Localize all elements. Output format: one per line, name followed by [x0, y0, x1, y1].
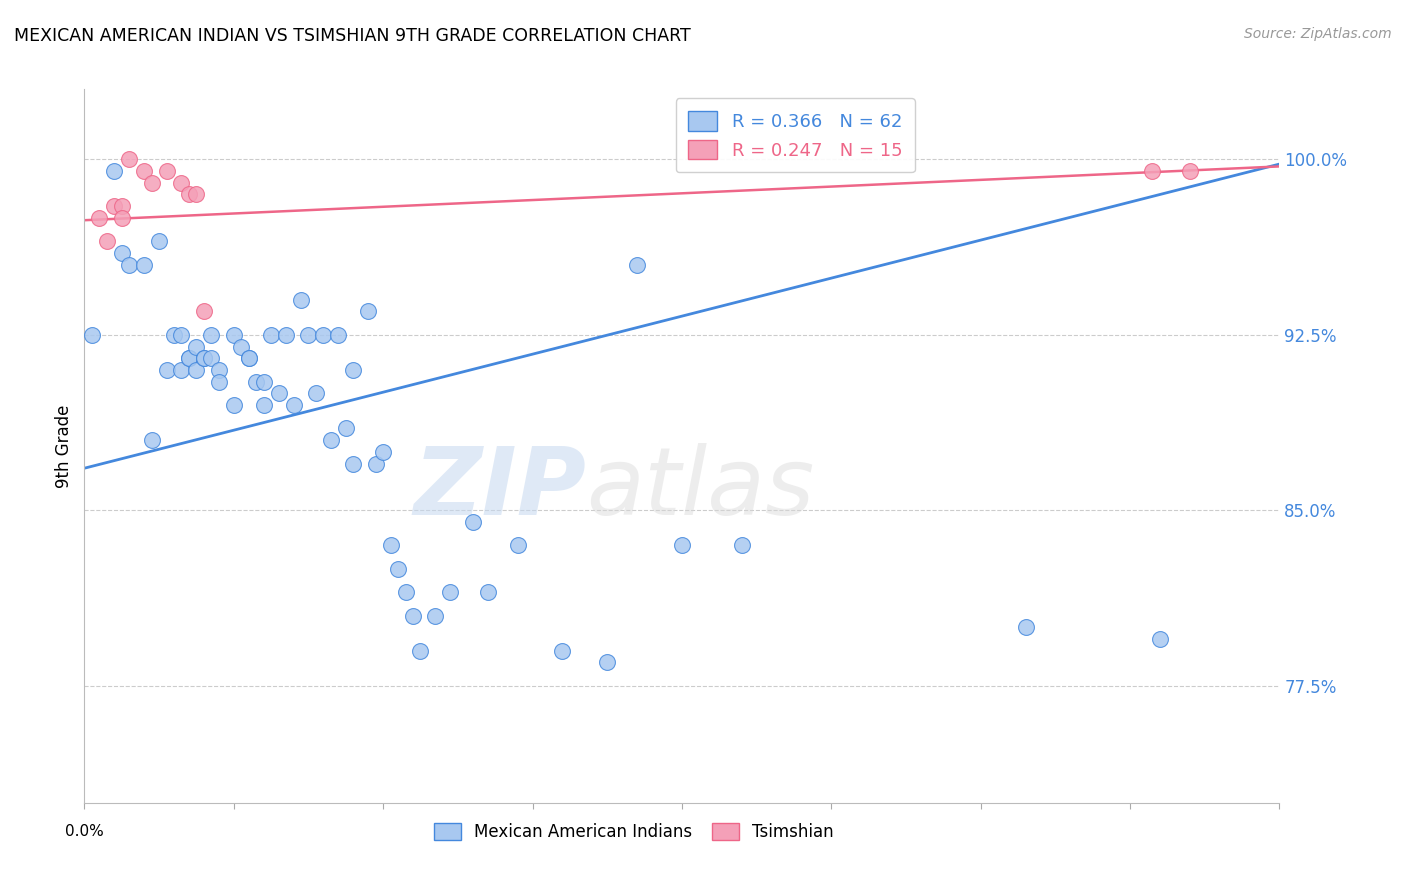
Point	[222, 398, 245, 412]
Point	[380, 538, 402, 552]
Point	[731, 538, 754, 552]
Point	[506, 538, 529, 552]
Legend: Mexican American Indians, Tsimshian: Mexican American Indians, Tsimshian	[427, 816, 841, 848]
Point	[163, 327, 186, 342]
Point	[439, 585, 461, 599]
Point	[111, 211, 134, 225]
Point	[260, 327, 283, 342]
Point	[283, 398, 305, 412]
Point	[373, 445, 395, 459]
Point	[148, 234, 170, 248]
Point	[245, 375, 267, 389]
Point	[141, 433, 163, 447]
Point	[290, 293, 312, 307]
Point	[208, 363, 231, 377]
Text: atlas: atlas	[586, 443, 814, 534]
Point	[170, 327, 193, 342]
Point	[1178, 164, 1201, 178]
Point	[297, 327, 319, 342]
Point	[170, 176, 193, 190]
Point	[132, 164, 156, 178]
Point	[200, 351, 222, 366]
Point	[111, 199, 134, 213]
Point	[425, 608, 447, 623]
Point	[193, 351, 215, 366]
Point	[186, 187, 208, 202]
Point	[118, 153, 141, 167]
Y-axis label: 9th Grade: 9th Grade	[55, 404, 73, 488]
Point	[328, 327, 350, 342]
Point	[155, 363, 177, 377]
Text: 0.0%: 0.0%	[65, 824, 104, 839]
Point	[111, 246, 134, 260]
Point	[402, 608, 425, 623]
Point	[409, 644, 432, 658]
Point	[274, 327, 297, 342]
Point	[132, 258, 156, 272]
Point	[103, 164, 125, 178]
Point	[357, 304, 380, 318]
Point	[305, 386, 328, 401]
Point	[477, 585, 499, 599]
Point	[238, 351, 260, 366]
Point	[186, 363, 208, 377]
Point	[177, 351, 200, 366]
Point	[267, 386, 290, 401]
Point	[89, 211, 111, 225]
Point	[461, 515, 484, 529]
Text: MEXICAN AMERICAN INDIAN VS TSIMSHIAN 9TH GRADE CORRELATION CHART: MEXICAN AMERICAN INDIAN VS TSIMSHIAN 9TH…	[14, 27, 690, 45]
Point	[80, 327, 103, 342]
Point	[103, 199, 125, 213]
Point	[222, 327, 245, 342]
Point	[596, 656, 619, 670]
Point	[342, 457, 364, 471]
Point	[238, 351, 260, 366]
Point	[1142, 164, 1164, 178]
Point	[671, 538, 693, 552]
Point	[387, 562, 409, 576]
Point	[312, 327, 335, 342]
Point	[193, 351, 215, 366]
Point	[1149, 632, 1171, 646]
Point	[335, 421, 357, 435]
Point	[342, 363, 364, 377]
Point	[118, 258, 141, 272]
Point	[319, 433, 342, 447]
Text: ZIP: ZIP	[413, 442, 586, 535]
Point	[200, 327, 222, 342]
Point	[231, 340, 253, 354]
Point	[253, 398, 276, 412]
Point	[394, 585, 416, 599]
Point	[155, 164, 177, 178]
Point	[626, 258, 648, 272]
Point	[253, 375, 276, 389]
Point	[170, 363, 193, 377]
Point	[364, 457, 387, 471]
Point	[1014, 620, 1036, 634]
Point	[141, 176, 163, 190]
Point	[186, 340, 208, 354]
Point	[96, 234, 118, 248]
Point	[177, 351, 200, 366]
Point	[551, 644, 574, 658]
Point	[193, 304, 215, 318]
Point	[177, 187, 200, 202]
Point	[208, 375, 231, 389]
Text: Source: ZipAtlas.com: Source: ZipAtlas.com	[1244, 27, 1392, 41]
